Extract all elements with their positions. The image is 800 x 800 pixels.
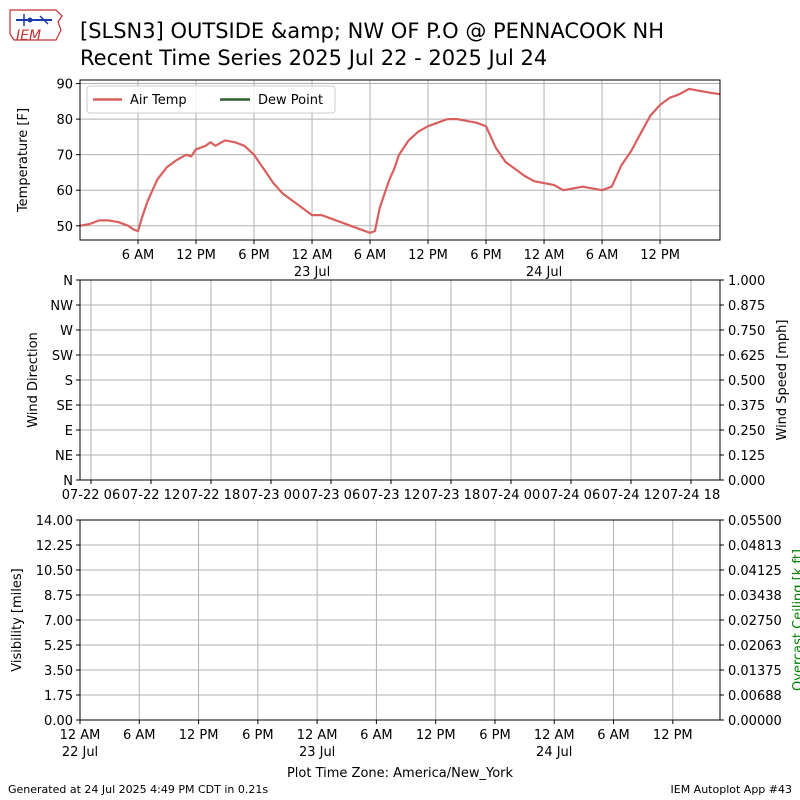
wind-speed-tick-label: 1.000 (728, 274, 765, 289)
vis-xtick-sublabel: 23 Jul (299, 745, 335, 760)
temp-ytick-label: 60 (56, 184, 73, 199)
wind-speed-tick-label: 0.750 (728, 324, 765, 339)
temp-xtick-label: 12 PM (408, 248, 448, 263)
visibility-tick-label: 0.00 (44, 714, 73, 729)
legend-air-temp-label: Air Temp (130, 93, 187, 108)
chart-title: [SLSN3] OUTSIDE &amp; NW OF P.O @ PENNAC… (80, 19, 665, 43)
chart-subtitle: Recent Time Series 2025 Jul 22 - 2025 Ju… (80, 46, 548, 70)
ceiling-axis-label: Overcast Ceiling [k ft] (791, 549, 800, 691)
vis-xtick-label: 12 AM (60, 728, 101, 743)
vis-xtick-label: 6 AM (597, 728, 630, 743)
vis-xtick-label: 6 AM (123, 728, 156, 743)
wind-xtick-label: 07-23 06 (302, 488, 360, 503)
visibility-tick-label: 1.75 (44, 689, 73, 704)
visibility-tick-label: 12.25 (36, 539, 73, 554)
temp-legend: Air Temp Dew Point (86, 85, 336, 114)
legend-dew-point-label: Dew Point (258, 93, 323, 108)
wind-direction-tick-label: W (60, 324, 73, 339)
temp-xtick-label: 12 PM (176, 248, 216, 263)
visibility-tick-label: 8.75 (44, 589, 73, 604)
wind-speed-tick-label: 0.250 (728, 424, 765, 439)
temp-xtick-sublabel: 24 Jul (526, 265, 562, 280)
wind-speed-tick-label: 0.000 (728, 474, 765, 489)
wind-speed-axis-label: Wind Speed [mph] (775, 320, 790, 441)
vis-xtick-label: 12 PM (653, 728, 693, 743)
app-note: IEM Autoplot App #43 (670, 783, 793, 796)
vis-xtick-label: 6 PM (479, 728, 510, 743)
wind-xtick-label: 07-23 00 (242, 488, 300, 503)
temp-panel-frame (79, 79, 721, 241)
vis-xtick-label: 6 AM (360, 728, 393, 743)
wind-xtick-label: 07-23 12 (362, 488, 420, 503)
time-zone-axis-label: Plot Time Zone: America/New_York (287, 766, 514, 781)
visibility-tick-label: 14.00 (36, 514, 73, 529)
wind-xtick-label: 07-23 18 (422, 488, 480, 503)
temp-xtick-label: 6 PM (238, 248, 269, 263)
wind-xtick-label: 07-24 18 (662, 488, 720, 503)
temp-xtick-label: 12 PM (640, 248, 680, 263)
wind-direction-tick-label: N (63, 474, 73, 489)
temp-ytick-label: 50 (56, 220, 73, 235)
temp-y-axis-label: Temperature [F] (16, 108, 31, 213)
vis-xtick-label: 12 PM (416, 728, 456, 743)
vis-xtick-label: 12 AM (534, 728, 575, 743)
temp-xtick-label: 6 AM (122, 248, 155, 263)
vis-xtick-sublabel: 24 Jul (536, 745, 572, 760)
wind-xtick-label: 07-22 12 (122, 488, 180, 503)
wind-xtick-label: 07-22 18 (182, 488, 240, 503)
wind-speed-tick-label: 0.875 (728, 299, 765, 314)
wind-direction-tick-label: NW (50, 299, 73, 314)
ceiling-tick-label: 0.02063 (728, 639, 782, 654)
visibility-axis-label: Visibility [miles] (10, 568, 25, 671)
visibility-tick-label: 5.25 (44, 639, 73, 654)
ceiling-tick-label: 0.00000 (728, 714, 782, 729)
temp-xtick-label: 6 AM (354, 248, 387, 263)
temp-ytick-label: 80 (56, 113, 73, 128)
wind-direction-tick-label: SW (52, 349, 73, 364)
wind-direction-tick-label: SE (57, 399, 73, 414)
wind-speed-tick-label: 0.625 (728, 349, 765, 364)
wind-panel-frame (79, 279, 721, 481)
logo-text: IEM (16, 28, 41, 44)
vis-xtick-label: 12 AM (297, 728, 338, 743)
ceiling-tick-label: 0.04125 (728, 564, 782, 579)
temp-xtick-sublabel: 23 Jul (294, 265, 330, 280)
temp-ytick-label: 90 (56, 78, 73, 93)
vis-panel-frame (79, 519, 721, 721)
wind-direction-axis-label: Wind Direction (26, 332, 41, 428)
legend-box (86, 85, 336, 114)
wind-direction-tick-label: E (65, 424, 73, 439)
temp-xtick-label: 6 PM (470, 248, 501, 263)
ceiling-tick-label: 0.04813 (728, 539, 782, 554)
vis-xtick-label: 6 PM (242, 728, 273, 743)
visibility-tick-label: 3.50 (44, 664, 73, 679)
temp-xtick-label: 12 AM (292, 248, 333, 263)
ceiling-tick-label: 0.05500 (728, 514, 782, 529)
wind-xtick-label: 07-22 06 (62, 488, 120, 503)
ceiling-tick-label: 0.01375 (728, 664, 782, 679)
wind-speed-tick-label: 0.375 (728, 399, 765, 414)
vis-xtick-label: 12 PM (179, 728, 219, 743)
wind-direction-tick-label: NE (55, 449, 73, 464)
wind-xtick-label: 07-24 12 (602, 488, 660, 503)
wind-speed-tick-label: 0.125 (728, 449, 765, 464)
air-temp-line (79, 87, 721, 234)
iem-logo: IEM (6, 6, 64, 50)
vis-xtick-sublabel: 22 Jul (62, 745, 98, 760)
wind-xtick-label: 07-24 06 (542, 488, 600, 503)
wind-xtick-label: 07-24 00 (482, 488, 540, 503)
temp-xtick-label: 12 AM (524, 248, 565, 263)
visibility-tick-label: 10.50 (36, 564, 73, 579)
visibility-tick-label: 7.00 (44, 614, 73, 629)
temp-xtick-label: 6 AM (586, 248, 619, 263)
generated-note: Generated at 24 Jul 2025 4:49 PM CDT in … (8, 783, 269, 796)
ceiling-tick-label: 0.00688 (728, 689, 782, 704)
ceiling-tick-label: 0.02750 (728, 614, 782, 629)
wind-direction-tick-label: N (63, 274, 73, 289)
wind-direction-tick-label: S (65, 374, 73, 389)
ceiling-tick-label: 0.03438 (728, 589, 782, 604)
wind-speed-tick-label: 0.500 (728, 374, 765, 389)
temp-ytick-label: 70 (56, 149, 73, 164)
